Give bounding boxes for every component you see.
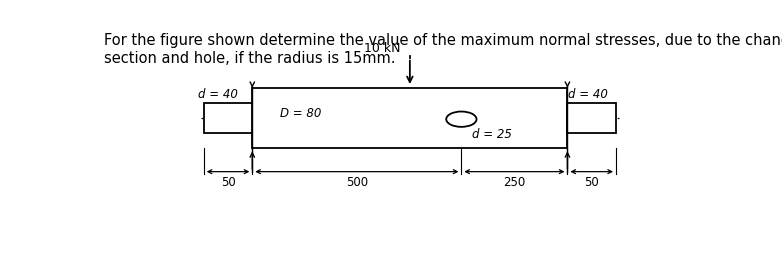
Text: d = 25: d = 25: [472, 128, 512, 141]
Text: 250: 250: [504, 176, 526, 189]
Text: 10 kN: 10 kN: [364, 42, 401, 55]
Text: 50: 50: [221, 176, 235, 189]
Text: d = 40: d = 40: [198, 88, 238, 101]
Text: 500: 500: [346, 176, 368, 189]
Text: 50: 50: [584, 176, 599, 189]
Bar: [204, 103, 253, 133]
Bar: [253, 88, 568, 149]
Text: For the figure shown determine the value of the maximum normal stresses, due to : For the figure shown determine the value…: [104, 34, 782, 66]
Ellipse shape: [447, 112, 476, 127]
Text: D = 80: D = 80: [280, 107, 321, 120]
Bar: [568, 103, 616, 133]
Text: d = 40: d = 40: [568, 88, 608, 101]
